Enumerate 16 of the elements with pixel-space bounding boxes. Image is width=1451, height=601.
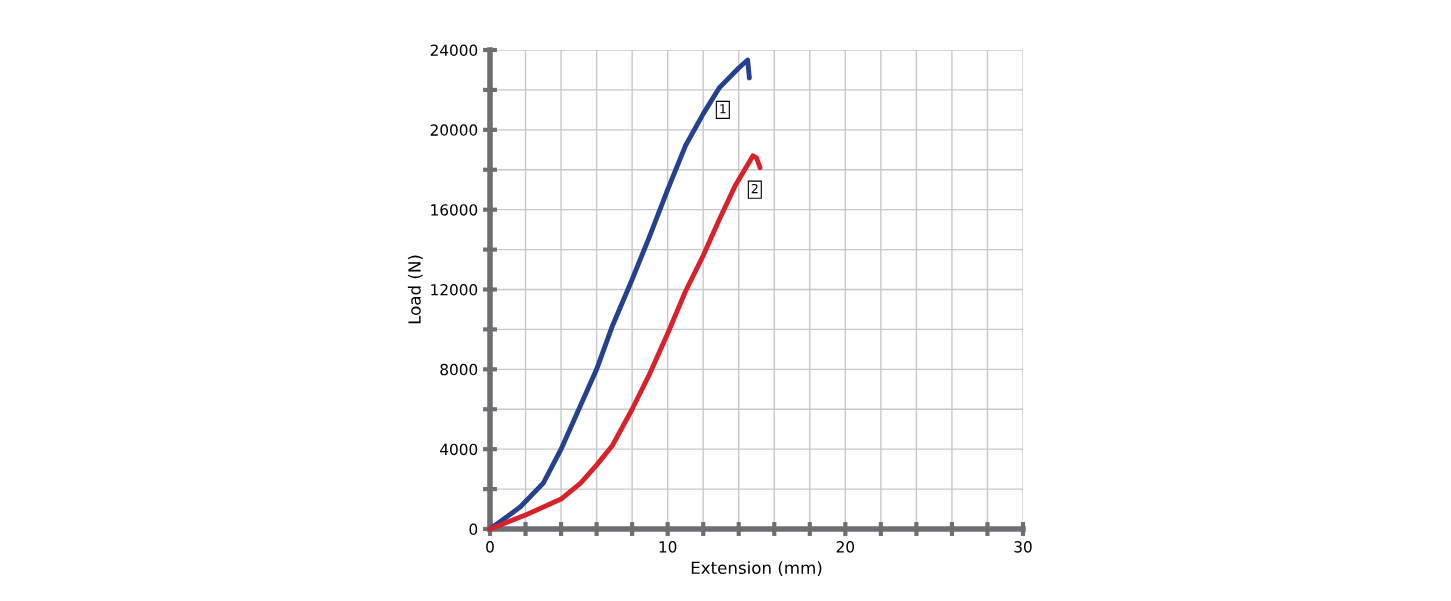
x-tick-label: 0 (486, 541, 494, 553)
y-tick-label: 0 (469, 523, 478, 536)
y-tick-label: 24000 (430, 44, 478, 57)
y-tick-label: 16000 (431, 204, 478, 216)
y-tick-label: 4000 (440, 443, 478, 456)
x-axis-title: Extension (mm) (691, 561, 822, 577)
annotation: 2 (751, 183, 758, 194)
annotation: 1 (720, 104, 726, 114)
x-tick-label: 30 (1014, 541, 1032, 553)
y-tick-label: 8000 (440, 363, 478, 376)
y-tick-label: 12000 (431, 283, 478, 296)
line-series (487, 153, 763, 532)
y-tick-label: 20000 (430, 124, 478, 136)
x-tick-label: 10 (659, 541, 677, 553)
x-tick-label: 20 (836, 541, 855, 553)
y-axis-title: Load (N) (407, 255, 423, 324)
